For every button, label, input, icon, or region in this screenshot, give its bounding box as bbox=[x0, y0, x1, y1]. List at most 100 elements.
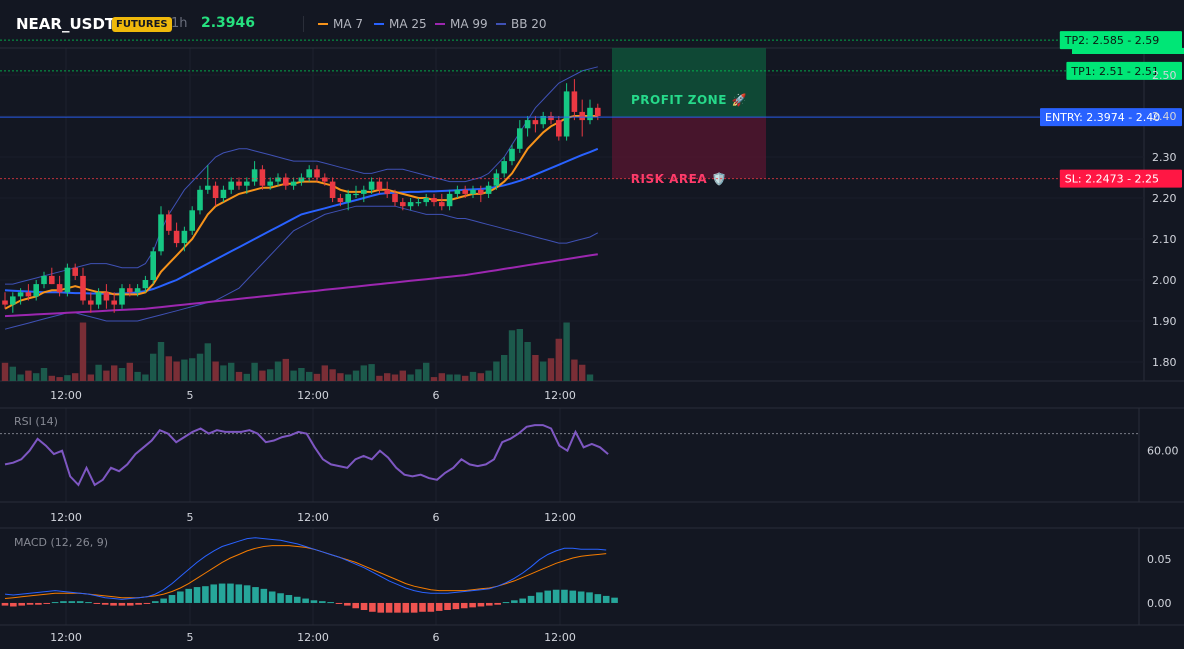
volume-bar bbox=[243, 373, 250, 381]
candle-body bbox=[501, 161, 507, 174]
macd-histogram-bar bbox=[160, 598, 167, 603]
volume-bar bbox=[516, 329, 523, 381]
macd-histogram-bar bbox=[419, 602, 426, 612]
volume-bar bbox=[267, 369, 274, 381]
macd-signal-line bbox=[4, 545, 607, 599]
rsi-title: RSI (14) bbox=[14, 415, 58, 428]
macd-histogram-bar bbox=[360, 602, 368, 611]
candle-body bbox=[353, 193, 359, 196]
time-tick-label: 5 bbox=[187, 511, 194, 524]
candle-body bbox=[595, 107, 601, 116]
legend-ma25[interactable]: MA 25 bbox=[374, 16, 427, 32]
rsi-line bbox=[4, 424, 609, 487]
candle-body bbox=[134, 288, 141, 293]
trade-zones: PROFIT ZONE 🚀 RISK AREA 🛡️ bbox=[612, 48, 1184, 186]
macd-histogram-bar bbox=[110, 602, 117, 606]
macd-histogram-bar bbox=[218, 583, 226, 603]
time-tick-label: 12:00 bbox=[297, 631, 329, 644]
volume-bar bbox=[376, 375, 383, 381]
volume-bar bbox=[563, 322, 570, 381]
time-tick-label: 6 bbox=[433, 389, 440, 402]
volume-bar bbox=[126, 362, 133, 381]
macd-histogram-bar bbox=[586, 592, 593, 603]
candle-body bbox=[563, 91, 570, 137]
volume-bar bbox=[555, 338, 562, 381]
legend-ma7-swatch bbox=[318, 22, 328, 25]
volume-bar bbox=[290, 370, 297, 381]
level-label: TP2: 2.585 - 2.59 bbox=[1064, 34, 1160, 47]
volume-bar bbox=[87, 374, 94, 381]
macd-histogram-bar bbox=[494, 602, 501, 605]
volume-bar bbox=[79, 322, 87, 381]
candlesticks bbox=[2, 79, 601, 313]
candle-body bbox=[173, 230, 180, 244]
candle-body bbox=[290, 181, 297, 186]
macd-histogram-bar bbox=[143, 602, 151, 604]
level-label: SL: 2.2473 - 2.25 bbox=[1065, 173, 1159, 186]
level-badge bbox=[1059, 31, 1182, 50]
macd-histogram-bar bbox=[469, 602, 476, 608]
candle-body bbox=[10, 296, 16, 305]
volume-bar bbox=[532, 355, 539, 381]
level-label: TP1: 2.51 - 2.51 bbox=[1070, 65, 1159, 78]
interval-label[interactable]: 1h bbox=[171, 16, 188, 31]
macd-histogram-bar bbox=[26, 602, 34, 605]
macd-histogram-bar bbox=[152, 601, 159, 603]
macd-histogram-bar bbox=[35, 602, 42, 605]
candle-body bbox=[454, 189, 461, 194]
rsi-pane: RSI (14) 60.00 bbox=[0, 415, 1179, 487]
macd-histogram-bar bbox=[477, 602, 485, 607]
macd-histogram-bar bbox=[377, 602, 385, 613]
macd-histogram-bar bbox=[410, 602, 418, 613]
top-green-bar bbox=[1072, 48, 1184, 54]
macd-histogram-bar bbox=[402, 602, 410, 613]
macd-histogram-bar bbox=[569, 590, 577, 603]
candle-body bbox=[25, 292, 32, 297]
level-badge bbox=[1040, 108, 1182, 127]
level-badge bbox=[1059, 169, 1182, 188]
volume-bar bbox=[321, 365, 328, 381]
candle-body bbox=[337, 198, 344, 203]
volume-bar bbox=[259, 370, 266, 381]
volume-bar bbox=[228, 362, 235, 381]
volume-bar bbox=[306, 371, 313, 381]
candle-body bbox=[446, 193, 453, 207]
macd-histogram-bar bbox=[302, 598, 309, 603]
volume-bar bbox=[313, 373, 321, 381]
candle-body bbox=[181, 230, 188, 244]
candle-body bbox=[150, 251, 156, 280]
price-tick-label: 2.30 bbox=[1152, 151, 1177, 164]
macd-histogram-bar bbox=[444, 602, 451, 611]
volume-bar bbox=[282, 358, 289, 381]
time-tick-label: 5 bbox=[187, 631, 194, 644]
volume-bar bbox=[454, 374, 461, 381]
candle-body bbox=[2, 300, 8, 305]
volume-bar bbox=[524, 342, 531, 381]
volume-bar bbox=[352, 370, 360, 381]
volume-bar bbox=[64, 375, 71, 381]
macd-histogram-bar bbox=[227, 583, 234, 603]
legend-ma99-swatch bbox=[435, 22, 445, 25]
legend-ma7[interactable]: MA 7 bbox=[318, 16, 363, 32]
macd-histogram-bar bbox=[385, 602, 393, 613]
volume-bar bbox=[118, 368, 126, 381]
macd-histogram-bar bbox=[594, 594, 602, 603]
macd-tick-label: 0.00 bbox=[1147, 597, 1172, 610]
candle-body bbox=[236, 181, 242, 186]
last-price: 2.3946 bbox=[201, 15, 256, 31]
macd-histogram-bar bbox=[335, 602, 343, 604]
time-tick-label: 12:00 bbox=[297, 511, 329, 524]
volume-bar bbox=[196, 353, 204, 381]
candle-body bbox=[88, 300, 94, 305]
volume-bar bbox=[345, 374, 352, 381]
candle-body bbox=[111, 300, 117, 305]
macd-histogram-bar bbox=[561, 589, 568, 603]
macd-histogram-bar bbox=[344, 602, 351, 606]
legend-ma99[interactable]: MA 99 bbox=[435, 16, 488, 32]
time-tick-label: 12:00 bbox=[297, 389, 329, 402]
macd-histogram-bar bbox=[68, 601, 76, 603]
symbol-label[interactable]: NEAR_USDT bbox=[16, 15, 116, 33]
legend-bb20[interactable]: BB 20 bbox=[496, 16, 547, 32]
macd-histogram-bar bbox=[252, 587, 259, 603]
